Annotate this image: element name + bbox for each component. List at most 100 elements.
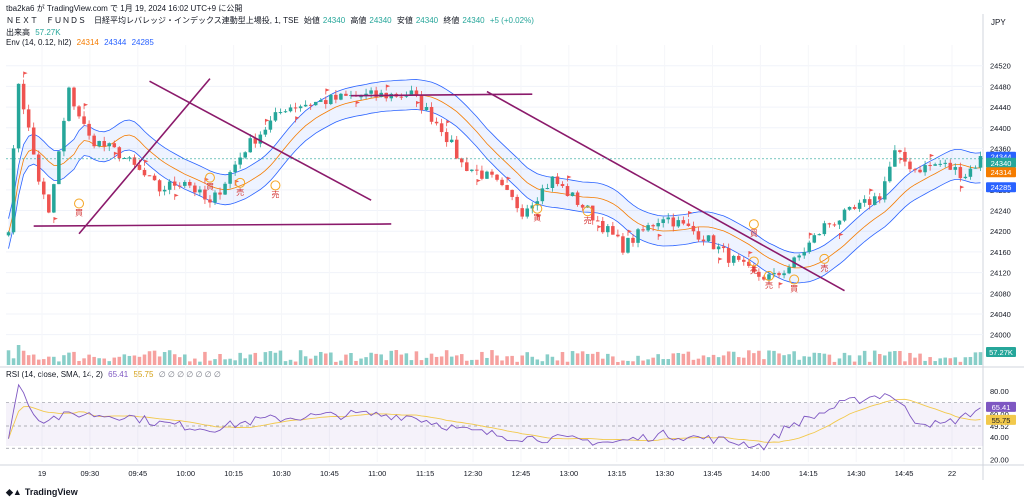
candle-body — [424, 106, 429, 111]
trendline — [149, 80, 372, 201]
candle-body — [611, 226, 615, 235]
symbol-name[interactable]: ＮＥＸＴ ＦＵＮＤＳ 日経平均レバレッジ・インデックス連動型上場投, 1, TS… — [6, 16, 299, 25]
flag-marker — [174, 193, 179, 197]
flag-marker — [658, 233, 663, 237]
candle-body — [399, 96, 404, 98]
candle-body — [429, 106, 434, 122]
volume-bar — [666, 359, 671, 365]
candle-body — [837, 220, 842, 225]
flag-marker — [144, 159, 149, 163]
volume-bar — [82, 358, 86, 365]
volume-bar — [812, 352, 817, 365]
volume-bar — [807, 356, 812, 365]
volume-bar — [16, 345, 21, 365]
volume-axis-label: 57.27K — [989, 348, 1013, 357]
volume-bar — [359, 358, 363, 365]
flag-marker — [386, 84, 391, 88]
time-tick-label: 12:30 — [464, 469, 483, 478]
candle-body — [575, 192, 580, 205]
trendline — [78, 78, 211, 235]
volume-bar — [11, 358, 16, 365]
volume-bar — [414, 351, 419, 365]
volume-bars — [6, 345, 983, 365]
candle-body — [525, 208, 529, 217]
volume-bar — [444, 350, 449, 365]
candle-body — [127, 157, 132, 159]
volume-bar — [762, 359, 766, 365]
volume-bar — [263, 352, 268, 365]
volume-bar — [399, 354, 404, 365]
volume-bar — [394, 350, 399, 365]
price-tick-label: 24360 — [990, 144, 1011, 153]
volume-bar — [419, 360, 424, 365]
volume-bar — [747, 350, 751, 365]
volume-bar — [525, 352, 529, 365]
volume-bar — [686, 351, 691, 365]
candle-body — [142, 169, 147, 176]
candle-body — [218, 192, 222, 195]
volume-legend[interactable]: 出来高 57.27K — [6, 27, 64, 38]
candle-body — [162, 189, 167, 192]
volume-bar — [268, 351, 273, 365]
candle-body — [903, 151, 907, 162]
volume-bar — [21, 350, 26, 365]
candle-body — [711, 235, 716, 250]
candle-body — [147, 175, 152, 177]
candle-body — [646, 225, 650, 231]
volume-bar — [112, 357, 117, 365]
flag-marker — [114, 151, 119, 155]
volume-bar — [384, 360, 388, 365]
close-value: 24340 — [462, 16, 485, 25]
candle-body — [555, 176, 560, 185]
volume-bar — [454, 355, 459, 365]
volume-bar — [973, 352, 978, 365]
price-axis-label-bg — [986, 182, 1016, 193]
volume-bar — [36, 359, 41, 365]
volume-bar — [590, 353, 595, 365]
volume-bar — [530, 356, 535, 365]
volume-bar — [626, 360, 630, 365]
volume-bar — [313, 355, 318, 365]
volume-bar — [127, 355, 132, 365]
time-tick-label: 11:00 — [368, 469, 386, 478]
volume-bar — [177, 357, 182, 365]
volume-bar — [329, 352, 333, 365]
candle-body — [928, 165, 932, 167]
trendline — [486, 90, 845, 292]
low-label: 安値 — [396, 16, 413, 25]
volume-bar — [862, 350, 867, 365]
signal-label: 売 — [765, 280, 773, 290]
candle-body — [671, 217, 676, 227]
symbol-legend: ＮＥＸＴ ＦＵＮＤＳ 日経平均レバレッジ・インデックス連動型上場投, 1, TS… — [6, 15, 537, 26]
flag-marker — [809, 232, 814, 236]
currency-label[interactable]: JPY — [991, 18, 1006, 27]
candle-body — [67, 87, 71, 121]
time-tick-label: 14:45 — [895, 469, 914, 478]
volume-bar — [520, 355, 524, 365]
candle-body — [11, 148, 16, 233]
volume-bar — [641, 360, 645, 365]
volume-bar — [364, 357, 368, 365]
candle-body — [77, 106, 81, 117]
candle-body — [82, 116, 86, 124]
volume-bar — [334, 361, 338, 365]
candle-body — [42, 181, 46, 195]
time-tick-label: 14:30 — [847, 469, 866, 478]
flag-marker — [899, 157, 904, 161]
candle-body — [621, 236, 625, 253]
volume-bar — [424, 357, 429, 365]
close-label: 終値 — [443, 16, 460, 25]
signal-label: 売 — [820, 263, 828, 273]
candle-body — [762, 276, 766, 280]
signal-circle — [582, 206, 593, 217]
rsi-tick-label: 60.00 — [990, 410, 1009, 419]
candle-body — [183, 181, 187, 186]
volume-bar — [57, 361, 61, 365]
flag-marker — [748, 251, 753, 255]
env-legend[interactable]: Env (14, 0.12, hl2) 24314 24344 24285 — [6, 38, 157, 47]
candle-body — [721, 246, 726, 249]
rsi-legend[interactable]: RSI (14, close, SMA, 14, 2) 65.41 55.75 … — [6, 370, 224, 379]
volume-bar — [832, 361, 837, 365]
signal-label: 売 — [750, 265, 758, 275]
